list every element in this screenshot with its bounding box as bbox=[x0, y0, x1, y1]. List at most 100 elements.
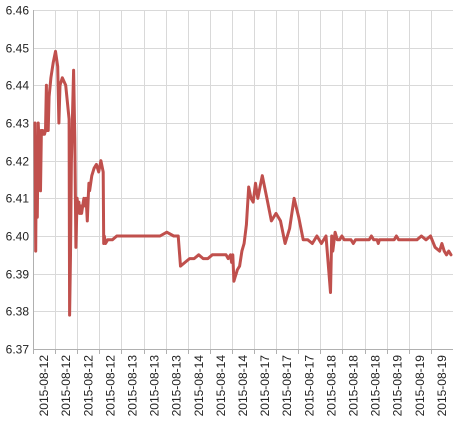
data-point bbox=[252, 200, 255, 204]
data-point bbox=[433, 246, 437, 249]
x-tick-label: 2015-08-14 bbox=[192, 355, 206, 417]
y-tick-label: 6.46 bbox=[6, 4, 30, 18]
x-tick-label: 2015-08-14 bbox=[236, 355, 250, 417]
y-tick-label: 6.44 bbox=[6, 79, 30, 93]
data-point bbox=[415, 238, 419, 241]
data-point bbox=[43, 133, 46, 136]
x-tick-label: 2015-08-18 bbox=[324, 355, 338, 417]
data-point bbox=[245, 223, 248, 226]
data-point bbox=[420, 234, 423, 238]
data-point bbox=[37, 121, 40, 125]
data-point bbox=[47, 95, 51, 98]
data-point bbox=[232, 280, 236, 283]
data-point bbox=[36, 216, 39, 219]
x-axis-tick-labels: 2015-08-12 2015-08-12 2015-08-12 2015-08-12… bbox=[37, 355, 449, 417]
data-point bbox=[33, 121, 37, 125]
x-tick-label: 2015-08-18 bbox=[369, 355, 383, 417]
data-point bbox=[229, 253, 232, 256]
data-point bbox=[320, 242, 323, 245]
data-point bbox=[363, 238, 366, 241]
data-point bbox=[372, 238, 375, 241]
data-point bbox=[397, 238, 400, 241]
data-point bbox=[88, 189, 91, 192]
data-point bbox=[58, 84, 62, 87]
data-point bbox=[40, 133, 43, 136]
data-point bbox=[49, 76, 53, 80]
data-point bbox=[115, 234, 119, 238]
data-point bbox=[231, 253, 234, 256]
data-point bbox=[47, 129, 50, 132]
data-point bbox=[120, 234, 123, 238]
data-point bbox=[383, 238, 387, 241]
x-tick-label: 2015-08-12 bbox=[103, 355, 117, 417]
data-point bbox=[256, 197, 259, 200]
data-point bbox=[270, 219, 273, 223]
data-point bbox=[206, 257, 209, 260]
x-tick-label: 2015-08-17 bbox=[258, 355, 272, 417]
y-tick-label: 6.42 bbox=[6, 155, 30, 169]
data-point bbox=[87, 182, 91, 185]
data-point bbox=[247, 185, 250, 189]
data-point bbox=[145, 234, 148, 238]
data-point bbox=[386, 238, 389, 241]
x-tick-label: 2015-08-13 bbox=[148, 355, 162, 417]
data-point bbox=[402, 238, 405, 241]
data-point bbox=[368, 238, 371, 241]
data-point bbox=[274, 212, 278, 215]
y-tick-label: 6.45 bbox=[6, 42, 30, 56]
y-tick-label: 6.43 bbox=[6, 117, 30, 131]
data-point bbox=[236, 268, 239, 272]
x-tick-label: 2015-08-12 bbox=[37, 355, 51, 417]
data-point bbox=[379, 238, 382, 241]
axes bbox=[33, 10, 453, 354]
y-tick-label: 6.41 bbox=[6, 192, 30, 206]
data-point bbox=[393, 238, 396, 241]
data-point bbox=[61, 76, 64, 80]
data-point bbox=[79, 204, 82, 208]
data-point bbox=[158, 234, 162, 238]
data-point bbox=[152, 234, 155, 238]
data-point bbox=[390, 238, 394, 241]
data-point bbox=[165, 231, 168, 234]
data-point bbox=[46, 118, 49, 121]
data-point bbox=[64, 84, 67, 87]
data-point bbox=[83, 204, 87, 208]
x-tick-label: 2015-08-13 bbox=[125, 355, 139, 417]
data-point bbox=[324, 234, 328, 238]
data-point bbox=[202, 257, 205, 260]
data-point bbox=[238, 264, 241, 268]
data-point bbox=[358, 238, 362, 241]
series-line bbox=[33, 49, 453, 317]
data-point bbox=[73, 136, 77, 140]
data-point bbox=[222, 253, 225, 256]
series-area bbox=[33, 49, 453, 317]
data-point bbox=[338, 238, 341, 241]
data-point bbox=[381, 238, 384, 241]
x-tick-label: 2015-08-17 bbox=[302, 355, 316, 417]
y-tick-label: 6.37 bbox=[6, 343, 30, 357]
data-point bbox=[438, 249, 441, 253]
data-point bbox=[211, 253, 214, 256]
x-tick-label: 2015-08-19 bbox=[435, 355, 449, 417]
data-point bbox=[56, 65, 59, 68]
x-tick-label: 2015-08-18 bbox=[347, 355, 361, 417]
data-point bbox=[406, 238, 409, 241]
data-point bbox=[336, 238, 339, 241]
data-point bbox=[81, 204, 84, 208]
gridlines bbox=[33, 10, 453, 350]
data-point bbox=[92, 167, 96, 170]
data-point bbox=[197, 253, 200, 256]
data-point bbox=[443, 249, 446, 253]
data-point bbox=[352, 242, 355, 245]
data-point bbox=[306, 238, 309, 241]
data-point bbox=[329, 291, 332, 294]
data-point bbox=[69, 253, 72, 256]
x-tick-label: 2015-08-12 bbox=[81, 355, 95, 417]
x-tick-label: 2015-08-12 bbox=[59, 355, 73, 417]
data-point bbox=[74, 246, 78, 249]
data-point bbox=[138, 234, 141, 238]
data-point bbox=[330, 234, 333, 238]
y-tick-label: 6.40 bbox=[6, 230, 30, 244]
data-point bbox=[111, 238, 114, 241]
data-point bbox=[45, 84, 48, 87]
